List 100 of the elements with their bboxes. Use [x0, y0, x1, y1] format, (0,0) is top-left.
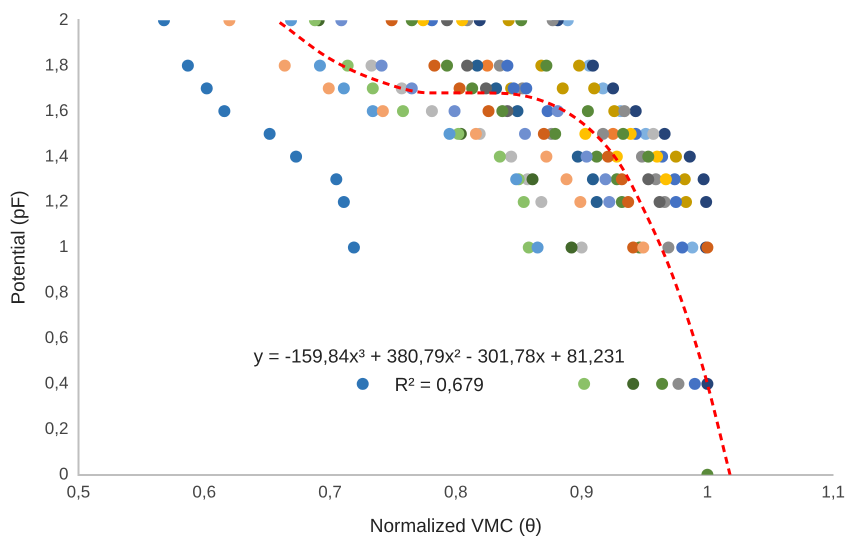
point — [656, 378, 668, 390]
point — [366, 105, 379, 118]
point — [200, 82, 213, 94]
point — [366, 60, 378, 72]
point — [314, 60, 326, 72]
point — [441, 60, 454, 72]
x-tick-label: 1 — [702, 482, 712, 502]
x-tick-label: 0,8 — [444, 482, 468, 502]
point — [428, 60, 440, 72]
point — [582, 105, 594, 118]
point — [676, 242, 688, 254]
point — [510, 173, 522, 186]
x-tick-label: 0,6 — [192, 482, 216, 502]
point — [684, 150, 696, 163]
point — [670, 196, 682, 208]
point — [448, 105, 461, 118]
point — [348, 242, 360, 254]
point — [617, 128, 630, 140]
point — [376, 60, 388, 72]
annotation: y = -159,84x³ + 380,79x² - 301,78x + 81,231 — [254, 346, 625, 368]
point — [322, 82, 335, 94]
annotation: R² = 0,679 — [394, 374, 484, 396]
y-axis-title: Potential (pF) — [8, 190, 30, 305]
point — [642, 173, 654, 186]
point — [540, 60, 552, 72]
point — [586, 60, 599, 72]
x-tick-label: 0,7 — [318, 482, 342, 502]
point — [182, 60, 194, 72]
point — [688, 378, 701, 390]
point — [426, 105, 438, 118]
point — [290, 150, 302, 163]
line-series — [278, 20, 732, 475]
y-tick-label: 0,2 — [44, 419, 68, 438]
point — [556, 82, 569, 94]
point — [526, 173, 539, 186]
point — [471, 60, 484, 72]
point — [396, 105, 409, 118]
point — [542, 105, 554, 118]
y-tick-label: 2 — [58, 10, 68, 29]
point — [505, 150, 518, 163]
point — [630, 105, 642, 118]
point — [518, 128, 531, 140]
point — [538, 128, 550, 140]
y-tick-label: 0,6 — [44, 328, 68, 348]
point — [578, 378, 590, 390]
point — [480, 82, 492, 94]
point — [508, 82, 520, 94]
point — [596, 128, 609, 140]
point — [496, 105, 508, 118]
point — [518, 196, 530, 208]
point — [642, 150, 654, 163]
point — [608, 105, 620, 118]
y-tick-label: 1,4 — [44, 146, 68, 166]
point — [549, 128, 562, 140]
point — [338, 82, 350, 94]
point — [576, 242, 588, 254]
y-tick-label: 0 — [58, 464, 68, 484]
point — [700, 196, 712, 208]
point — [366, 82, 379, 94]
y-tick-label: 1,6 — [44, 100, 68, 120]
point — [602, 150, 614, 163]
point — [618, 105, 630, 118]
x-tick-label: 0,9 — [570, 482, 594, 502]
point — [501, 60, 514, 72]
point — [218, 105, 230, 118]
point — [579, 128, 592, 140]
y-tick-label: 0,4 — [44, 374, 68, 393]
point — [278, 60, 291, 72]
point — [590, 150, 603, 163]
point — [660, 173, 672, 186]
point — [540, 150, 552, 163]
point — [494, 150, 506, 163]
point — [680, 196, 692, 208]
y-tick-label: 1,2 — [44, 192, 68, 211]
y-tick-label: 0,8 — [44, 282, 68, 302]
point — [330, 173, 342, 186]
point — [662, 242, 674, 254]
x-tick-label: 0,5 — [66, 482, 90, 502]
y-tick-label: 1,8 — [44, 55, 68, 74]
point — [600, 173, 612, 186]
point — [678, 173, 691, 186]
point — [607, 82, 620, 94]
point — [647, 128, 660, 140]
point — [586, 173, 599, 186]
point — [698, 173, 710, 186]
point — [535, 196, 548, 208]
point — [588, 82, 600, 94]
point — [470, 128, 482, 140]
point — [616, 173, 628, 186]
point — [603, 196, 616, 208]
point — [481, 60, 494, 72]
point — [654, 196, 666, 208]
point — [580, 150, 593, 163]
point — [590, 196, 603, 208]
point — [482, 105, 495, 118]
x-axis-title: Normalized VMC (θ) — [370, 516, 542, 537]
point — [376, 105, 389, 118]
point — [338, 196, 350, 208]
point — [686, 242, 698, 254]
point — [627, 378, 640, 390]
